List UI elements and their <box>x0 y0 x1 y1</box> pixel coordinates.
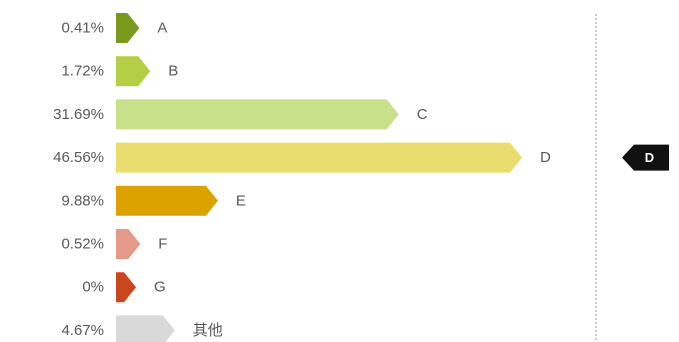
bar-f <box>116 229 141 259</box>
value-label-b: 1.72% <box>61 63 104 80</box>
bar-g <box>116 272 136 303</box>
bar-b <box>116 56 151 87</box>
highlight-badge: D <box>622 144 669 171</box>
category-label-c: C <box>417 106 428 123</box>
category-label-a: A <box>157 20 167 37</box>
category-label-g: G <box>154 279 166 296</box>
badge-label: D <box>645 150 654 165</box>
category-label-d: D <box>540 149 551 166</box>
bar-a <box>116 13 140 43</box>
category-label-other-7: 其他 <box>193 322 223 339</box>
bar-c <box>116 99 399 130</box>
category-label-f: F <box>158 236 167 253</box>
bars-layer: 0.41% A 1.72% B 31.69% C 46.56% D 9.88% E 0.52% F 0%… <box>53 13 551 342</box>
category-label-b: B <box>168 63 178 80</box>
bar-d <box>116 142 522 173</box>
value-label-g: 0% <box>82 279 104 296</box>
value-label-e: 9.88% <box>61 192 104 209</box>
value-label-other-7: 4.67% <box>61 322 104 339</box>
value-label-c: 31.69% <box>53 106 104 123</box>
bar-e <box>116 185 218 216</box>
category-label-e: E <box>236 192 246 209</box>
value-label-d: 46.56% <box>53 149 104 166</box>
value-label-f: 0.52% <box>61 236 104 253</box>
value-label-a: 0.41% <box>61 20 104 37</box>
bar-other-7 <box>116 315 175 342</box>
badge-shape <box>622 144 669 171</box>
